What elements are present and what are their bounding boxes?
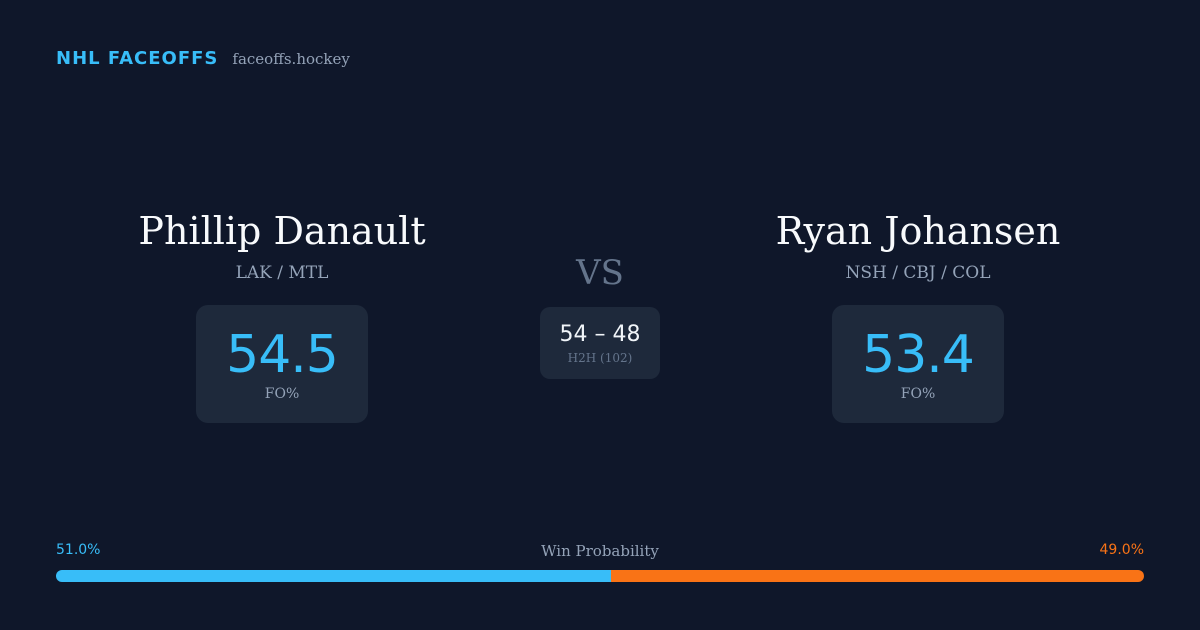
brand-name: NHL FACEOFFS — [56, 48, 219, 69]
player-left: Phillip Danault LAK / MTL 54.5 FO% — [72, 205, 492, 423]
win-probability-left-percent: 51.0% — [56, 542, 101, 558]
player-left-fo-label: FO% — [264, 386, 300, 402]
win-probability-bar — [56, 570, 1144, 582]
win-probability-title: Win Probability — [541, 542, 659, 560]
head-to-head-label: H2H (102) — [567, 351, 633, 365]
player-left-stat-card: 54.5 FO% — [196, 305, 368, 423]
win-probability-right-percent: 49.0% — [1099, 542, 1144, 558]
brand-domain: faceoffs.hockey — [232, 50, 350, 68]
head-to-head-card: 54 – 48 H2H (102) — [540, 307, 660, 379]
player-right-stat-card: 53.4 FO% — [832, 305, 1004, 423]
player-right-fo-value: 53.4 — [862, 325, 975, 385]
player-right: Ryan Johansen NSH / CBJ / COL 53.4 FO% — [708, 205, 1128, 423]
player-left-name: Phillip Danault — [138, 209, 426, 253]
player-right-fo-label: FO% — [900, 386, 936, 402]
head-to-head-score: 54 – 48 — [559, 322, 641, 347]
player-right-teams: NSH / CBJ / COL — [845, 263, 991, 283]
player-left-teams: LAK / MTL — [235, 263, 329, 283]
player-left-fo-value: 54.5 — [226, 325, 339, 385]
player-right-name: Ryan Johansen — [775, 209, 1061, 253]
brand: NHL FACEOFFS faceoffs.hockey — [56, 48, 350, 69]
versus-label: VS — [576, 253, 624, 293]
win-probability-labels: 51.0% Win Probability 49.0% — [56, 542, 1144, 564]
win-probability-bar-right — [610, 570, 1144, 582]
win-probability-bar-left — [56, 570, 611, 582]
